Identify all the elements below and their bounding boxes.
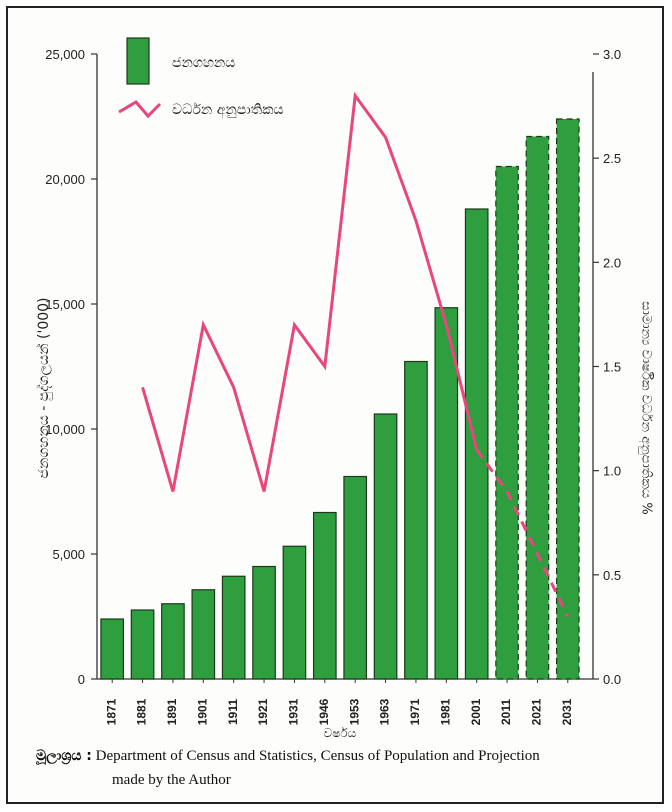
right-axis-title: සාමාන්‍ය වාර්ෂික වර්ධන අනුපාතිකය % xyxy=(639,301,655,514)
left-axis-title: ජනගහනය - පුද්ගලයන් ('000) xyxy=(36,297,53,478)
population-bar xyxy=(161,603,185,680)
left-tick-label: 10,000 xyxy=(45,422,85,437)
x-tick-label: 2021 xyxy=(530,698,544,725)
source-note: මූලාශ්‍රය : Department of Census and Sta… xyxy=(36,744,656,792)
population-bar xyxy=(130,609,155,680)
left-tick-label: 5,000 xyxy=(52,547,85,562)
projected-population-bar xyxy=(495,165,519,680)
population-bar xyxy=(252,565,276,680)
right-tick-label: 2.0 xyxy=(603,255,621,270)
population-bar xyxy=(404,360,428,680)
projected-population-bar xyxy=(555,118,580,680)
x-tick-label: 2011 xyxy=(499,699,513,725)
x-tick-label: 1921 xyxy=(256,698,270,725)
x-tick-label: 1911 xyxy=(226,699,240,725)
x-tick-label: 1953 xyxy=(347,698,361,725)
x-axis-title: වර්ෂය xyxy=(324,726,357,740)
x-tick-label: 1946 xyxy=(317,698,331,725)
x-tick-label: 1971 xyxy=(408,698,422,725)
x-tick-label: 1963 xyxy=(378,698,392,725)
population-bar xyxy=(100,618,125,680)
legend-line-swatch xyxy=(118,100,162,119)
left-tick-label: 0 xyxy=(78,672,85,687)
x-tick-label: 1871 xyxy=(104,698,118,725)
right-tick-label: 1.0 xyxy=(603,464,621,479)
growth-rate-line xyxy=(141,91,479,492)
source-text: Department of Census and Statistics, Cen… xyxy=(95,748,540,764)
population-bar xyxy=(282,545,307,680)
population-bar xyxy=(343,475,368,680)
right-tick-label: 1.5 xyxy=(603,360,621,375)
source-label: මූලාශ්‍රය : xyxy=(36,748,92,764)
x-tick-label: 2031 xyxy=(560,698,574,725)
population-bar xyxy=(312,511,337,680)
population-bar xyxy=(221,575,246,680)
right-tick-label: 0.5 xyxy=(603,568,621,583)
projected-growth-rate-line xyxy=(475,448,570,618)
legend-line-label: වර්ධන අනුපාතිකය xyxy=(172,102,284,119)
x-tick-label: 1891 xyxy=(165,698,179,725)
population-growth-chart: 0 5,000 10,000 15,000 20,000 25,000 0.0 0.5 1.0 1… xyxy=(36,37,655,740)
right-tick-label: 3.0 xyxy=(603,47,621,62)
left-tick-label: 15,000 xyxy=(45,297,85,312)
projected-population-bar xyxy=(525,135,550,680)
x-tick-label: 2001 xyxy=(469,698,483,725)
right-tick-label: 0.0 xyxy=(603,672,621,687)
legend-bar-label: ජනගහනය xyxy=(172,55,235,71)
right-tick-label: 2.5 xyxy=(603,151,621,166)
x-tick-label: 1881 xyxy=(135,698,149,725)
x-tick-label: 1981 xyxy=(438,698,452,725)
population-bar xyxy=(191,589,216,680)
left-tick-label: 25,000 xyxy=(45,47,85,62)
legend-bar-swatch xyxy=(126,37,150,85)
x-tick-label: 1931 xyxy=(287,698,301,725)
left-tick-label: 20,000 xyxy=(45,172,85,187)
population-bar xyxy=(373,413,398,680)
source-text-2: made by the Author xyxy=(112,772,231,788)
x-tick-label: 1901 xyxy=(195,698,209,725)
